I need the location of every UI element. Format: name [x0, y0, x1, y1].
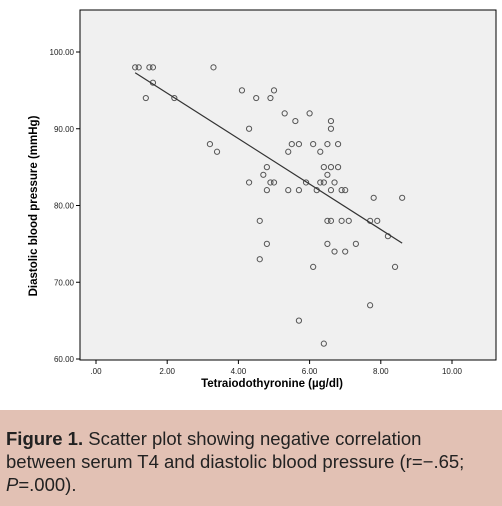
- data-point: [270, 179, 278, 186]
- plot-area: [79, 9, 497, 361]
- data-point: [285, 187, 292, 194]
- data-point: [288, 141, 295, 148]
- data-point: [317, 148, 324, 155]
- data-point: [245, 179, 253, 186]
- data-point: [295, 317, 303, 324]
- x-tick-label: 2.00: [159, 367, 175, 376]
- scatter-chart: 60.00 70.00 80.00 90.00 100.00 .00 2.00 4.00 6.…: [28, 9, 497, 390]
- data-point: [370, 194, 377, 201]
- y-tick-label: 100.00: [50, 48, 75, 57]
- y-tick-label: 70.00: [54, 278, 75, 287]
- data-point: [260, 171, 267, 178]
- fit-line: [134, 72, 403, 244]
- data-point: [317, 179, 324, 186]
- figure-caption: Figure 1. Scatter plot showing negative …: [0, 410, 502, 506]
- data-point: [206, 141, 214, 148]
- caption-text: Scatter plot showing negative correlatio…: [6, 428, 465, 472]
- data-point: [302, 179, 310, 186]
- y-tick-label: 60.00: [54, 355, 75, 364]
- x-axis: .00 2.00 4.00 6.00 8.00 10.00: [90, 360, 463, 376]
- data-point: [331, 179, 338, 186]
- data-point: [338, 187, 345, 194]
- data-point: [327, 164, 335, 171]
- data-point: [263, 164, 270, 171]
- data-point: [334, 141, 342, 148]
- data-point: [327, 187, 335, 194]
- x-axis-label: Tetraiodothyronine (µg/dl): [201, 378, 343, 390]
- data-point: [327, 117, 335, 125]
- data-point: [171, 94, 178, 102]
- data-point: [324, 141, 331, 148]
- data-point: [285, 148, 292, 155]
- y-tick-label: 90.00: [54, 125, 75, 134]
- data-point: [334, 164, 342, 171]
- data-point: [342, 248, 349, 255]
- caption-p-symbol: P: [6, 474, 19, 495]
- y-axis-label: Diastolic blood pressure (mmHg): [28, 115, 40, 296]
- data-point: [324, 240, 331, 247]
- x-tick-label: 10.00: [442, 367, 463, 376]
- x-tick-label: .00: [90, 367, 102, 376]
- data-point: [132, 64, 139, 71]
- data-point: [345, 217, 352, 224]
- data-point: [327, 217, 335, 224]
- data-point: [338, 217, 345, 224]
- data-point: [310, 263, 317, 270]
- data-point: [267, 179, 274, 186]
- y-tick-label: 80.00: [54, 202, 75, 211]
- data-point: [324, 217, 331, 224]
- data-point: [256, 256, 263, 263]
- data-point: [320, 179, 327, 186]
- data-point: [295, 141, 303, 148]
- data-point: [342, 187, 349, 194]
- data-point: [324, 171, 331, 178]
- caption-text-end: =.000).: [18, 474, 77, 495]
- data-point: [146, 64, 153, 71]
- x-tick-label: 8.00: [373, 367, 389, 376]
- data-point: [135, 64, 142, 71]
- data-point: [310, 141, 317, 148]
- data-point: [374, 217, 381, 224]
- data-point: [149, 64, 157, 71]
- data-point: [399, 194, 406, 201]
- data-point: [306, 110, 313, 117]
- data-point: [320, 340, 327, 347]
- data-point: [213, 148, 221, 155]
- data-point: [267, 94, 274, 102]
- data-point: [295, 187, 303, 194]
- data-point: [270, 87, 278, 94]
- data-point: [253, 94, 260, 102]
- data-point: [256, 217, 263, 224]
- data-point: [263, 187, 270, 194]
- y-axis: 60.00 70.00 80.00 90.00 100.00: [50, 48, 80, 364]
- data-point: [263, 240, 270, 247]
- data-point: [210, 64, 217, 71]
- data-point: [238, 87, 246, 94]
- data-point: [320, 164, 327, 171]
- data-point: [142, 94, 149, 102]
- caption-label: Figure 1.: [6, 428, 84, 449]
- data-point: [367, 302, 374, 309]
- data-point: [327, 125, 335, 132]
- data-point: [352, 240, 359, 247]
- data-point: [331, 248, 338, 255]
- data-point: [245, 125, 253, 132]
- data-point: [281, 110, 288, 117]
- data-point: [292, 117, 299, 125]
- data-points: [132, 64, 406, 347]
- data-point: [391, 263, 399, 270]
- x-tick-label: 6.00: [302, 367, 318, 376]
- x-tick-label: 4.00: [231, 367, 247, 376]
